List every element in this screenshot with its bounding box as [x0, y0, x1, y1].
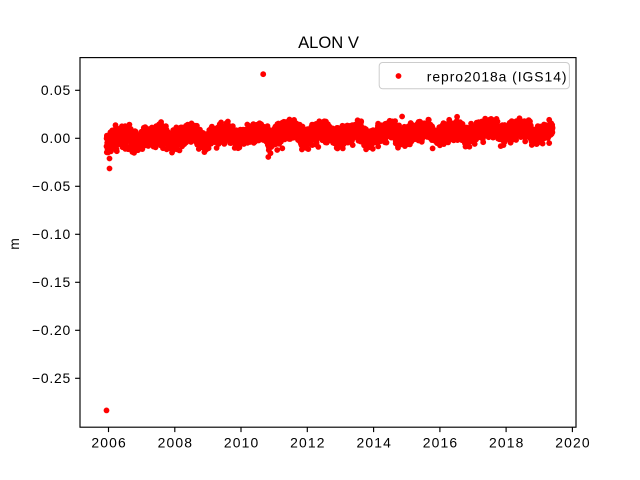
svg-text:−0.15: −0.15 — [32, 274, 71, 290]
svg-text:ALON V: ALON V — [298, 33, 359, 52]
svg-text:2020: 2020 — [555, 435, 591, 451]
svg-text:2008: 2008 — [158, 435, 194, 451]
svg-text:2016: 2016 — [423, 435, 459, 451]
svg-text:2014: 2014 — [356, 435, 392, 451]
svg-text:2006: 2006 — [91, 435, 127, 451]
svg-text:0.05: 0.05 — [41, 82, 71, 98]
svg-text:−0.25: −0.25 — [32, 370, 71, 386]
svg-text:2018: 2018 — [489, 435, 525, 451]
svg-text:−0.20: −0.20 — [32, 322, 71, 338]
svg-text:2012: 2012 — [290, 435, 326, 451]
svg-text:−0.10: −0.10 — [32, 226, 71, 242]
svg-text:2010: 2010 — [224, 435, 260, 451]
svg-text:m: m — [6, 238, 22, 250]
svg-text:−0.05: −0.05 — [32, 178, 71, 194]
svg-text:repro2018a (IGS14): repro2018a (IGS14) — [427, 69, 568, 85]
svg-text:0.00: 0.00 — [41, 130, 71, 146]
